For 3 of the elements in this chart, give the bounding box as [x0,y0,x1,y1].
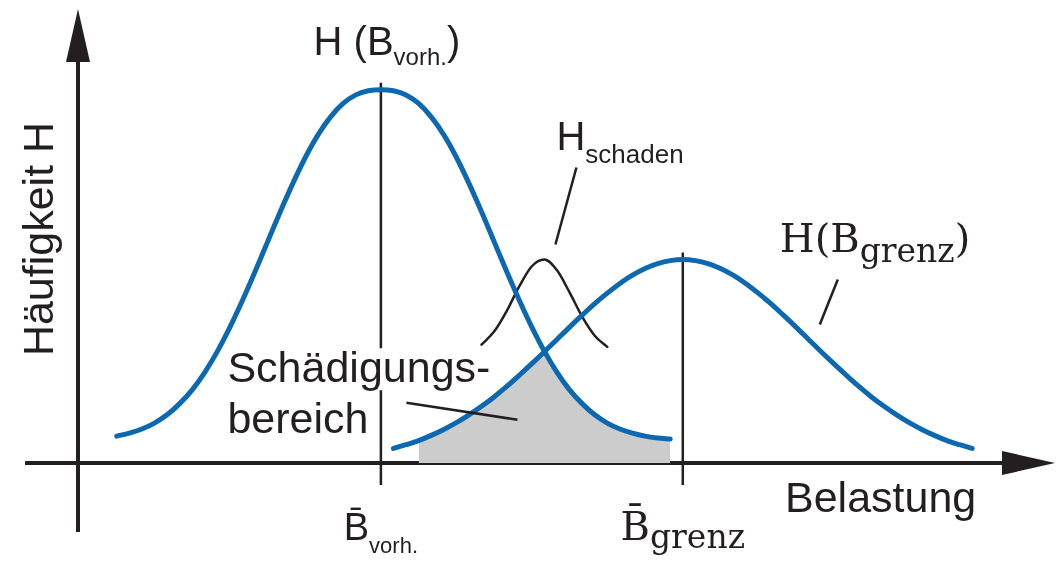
x-axis-title: Belastung [785,473,977,521]
series-label: Schädigungs- bereich [227,342,491,442]
y-axis-title: Häufigkeit H [14,121,62,357]
